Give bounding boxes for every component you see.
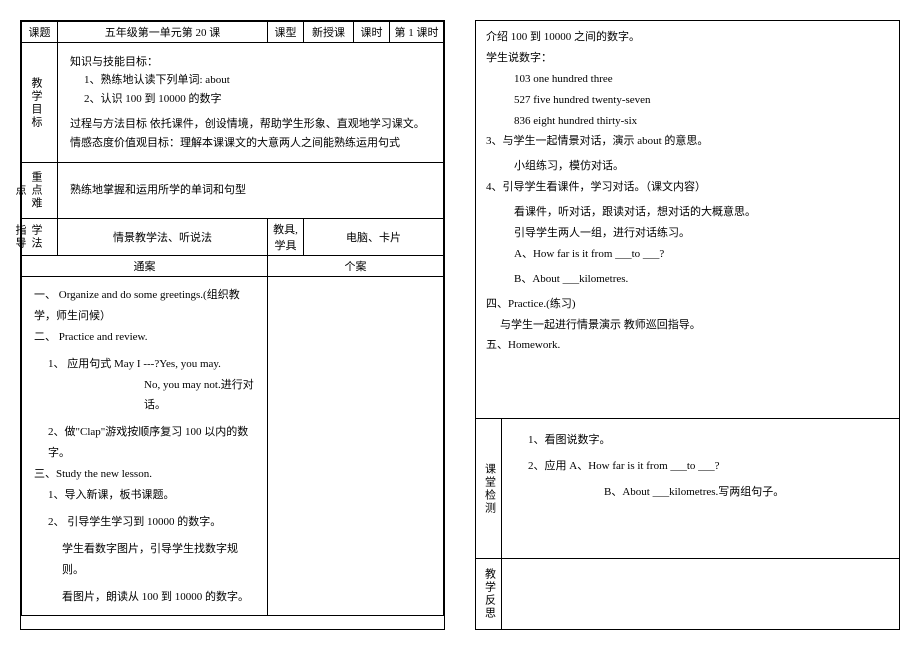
body-l2: 二、 Practice and review.	[34, 327, 255, 348]
check-l2: 2、应用 A、How far is it from ___to ___?	[514, 455, 887, 477]
lesson-plan-table: 课题 五年级第一单元第 20 课 课型 新授课 课时 第 1 课时 教学目标 知…	[21, 21, 444, 616]
header-row: 课题 五年级第一单元第 20 课 课型 新授课 课时 第 1 课时	[22, 22, 444, 43]
goals-l5: 情感态度价值观目标：理解本课课文的大意两人之间能熟练运用句式	[70, 134, 431, 153]
r-l10: 引导学生两人一组，进行对话练习。	[486, 223, 889, 244]
r-l9: 看课件，听对话，跟读对话，想对话的大概意思。	[486, 202, 889, 223]
r-l6: 3、与学生一起情景对话，演示 about 的意思。	[486, 131, 889, 152]
tools-value: 电脑、卡片	[304, 219, 444, 256]
body-l1: 一、 Organize and do some greetings.(组织教学，…	[34, 285, 255, 327]
check-content: 1、看图说数字。 2、应用 A、How far is it from ___to…	[502, 419, 899, 558]
r-l11: A、How far is it from ___to ___?	[486, 244, 889, 265]
period-value: 第 1 课时	[390, 22, 444, 43]
method-label: 学法指导	[22, 219, 58, 256]
plan-b-header: 个案	[268, 256, 444, 277]
r-l5: 836 eight hundred thirty-six	[486, 111, 889, 132]
plan-a-body: 一、 Organize and do some greetings.(组织教学，…	[22, 277, 268, 616]
type-value: 新授课	[304, 22, 354, 43]
r-l1: 介绍 100 到 10000 之间的数字。	[486, 27, 889, 48]
goals-l1: 知识与技能目标：	[70, 53, 431, 72]
goals-label: 教学目标	[22, 43, 58, 163]
period-label: 课时	[354, 22, 390, 43]
goals-l3: 2、认识 100 到 10000 的数字	[70, 90, 431, 109]
r-l12: B、About ___kilometres.	[486, 269, 889, 290]
r-l14: 与学生一起进行情景演示 教师巡回指导。	[486, 315, 889, 336]
right-top-content: 介绍 100 到 10000 之间的数字。 学生说数字： 103 one hun…	[476, 21, 899, 419]
right-page: 介绍 100 到 10000 之间的数字。 学生说数字： 103 one hun…	[475, 20, 900, 630]
r-l8: 4、引导学生看课件，学习对话。（课文内容）	[486, 177, 889, 198]
plan-a-header: 通案	[22, 256, 268, 277]
reflection-row: 教学反思	[476, 559, 899, 629]
focus-label: 重点难点	[22, 163, 58, 219]
check-label: 课堂检测	[476, 419, 502, 558]
r-l15: 五、Homework.	[486, 335, 889, 356]
check-l3: B、About ___kilometres.写两组句子。	[514, 481, 887, 503]
r-l4: 527 five hundred twenty-seven	[486, 90, 889, 111]
r-l7: 小组练习，模仿对话。	[486, 156, 889, 177]
check-l1: 1、看图说数字。	[514, 429, 887, 451]
goals-l4: 过程与方法目标 依托课件，创设情境，帮助学生形象、直观地学习课文。	[70, 115, 431, 134]
r-l2: 学生说数字：	[486, 48, 889, 69]
body-l5: 2、做"Clap"游戏按顺序复习 100 以内的数字。	[34, 422, 255, 464]
type-label: 课型	[268, 22, 304, 43]
left-page: 课题 五年级第一单元第 20 课 课型 新授课 课时 第 1 课时 教学目标 知…	[20, 20, 445, 630]
goals-cell: 知识与技能目标： 1、熟练地认读下列单词: about 2、认识 100 到 1…	[58, 43, 444, 163]
body-l3: 1、 应用句式 May I ---?Yes, you may.	[34, 354, 255, 375]
goals-l2: 1、熟练地认读下列单词: about	[70, 71, 431, 90]
r-l13: 四、Practice.(练习)	[486, 294, 889, 315]
body-l4: No, you may not.进行对话。	[34, 375, 255, 417]
body-l7: 1、导入新课，板书课题。	[34, 485, 255, 506]
plan-b-body	[268, 277, 444, 616]
body-l8: 2、 引导学生学习到 10000 的数字。	[34, 512, 255, 533]
reflect-label: 教学反思	[476, 559, 502, 629]
topic-value: 五年级第一单元第 20 课	[58, 22, 268, 43]
r-l3: 103 one hundred three	[486, 69, 889, 90]
body-l9: 学生看数字图片，引导学生找数字规则。	[34, 539, 255, 581]
topic-label: 课题	[22, 22, 58, 43]
tools-label: 教具,学具	[268, 219, 304, 256]
reflect-content	[502, 559, 899, 629]
class-check-row: 课堂检测 1、看图说数字。 2、应用 A、How far is it from …	[476, 419, 899, 559]
focus-cell: 熟练地掌握和运用所学的单词和句型	[58, 163, 444, 219]
body-l10: 看图片，朗读从 100 到 10000 的数字。	[34, 587, 255, 608]
method-value: 情景教学法、听说法	[58, 219, 268, 256]
body-l6: 三、Study the new lesson.	[34, 464, 255, 485]
